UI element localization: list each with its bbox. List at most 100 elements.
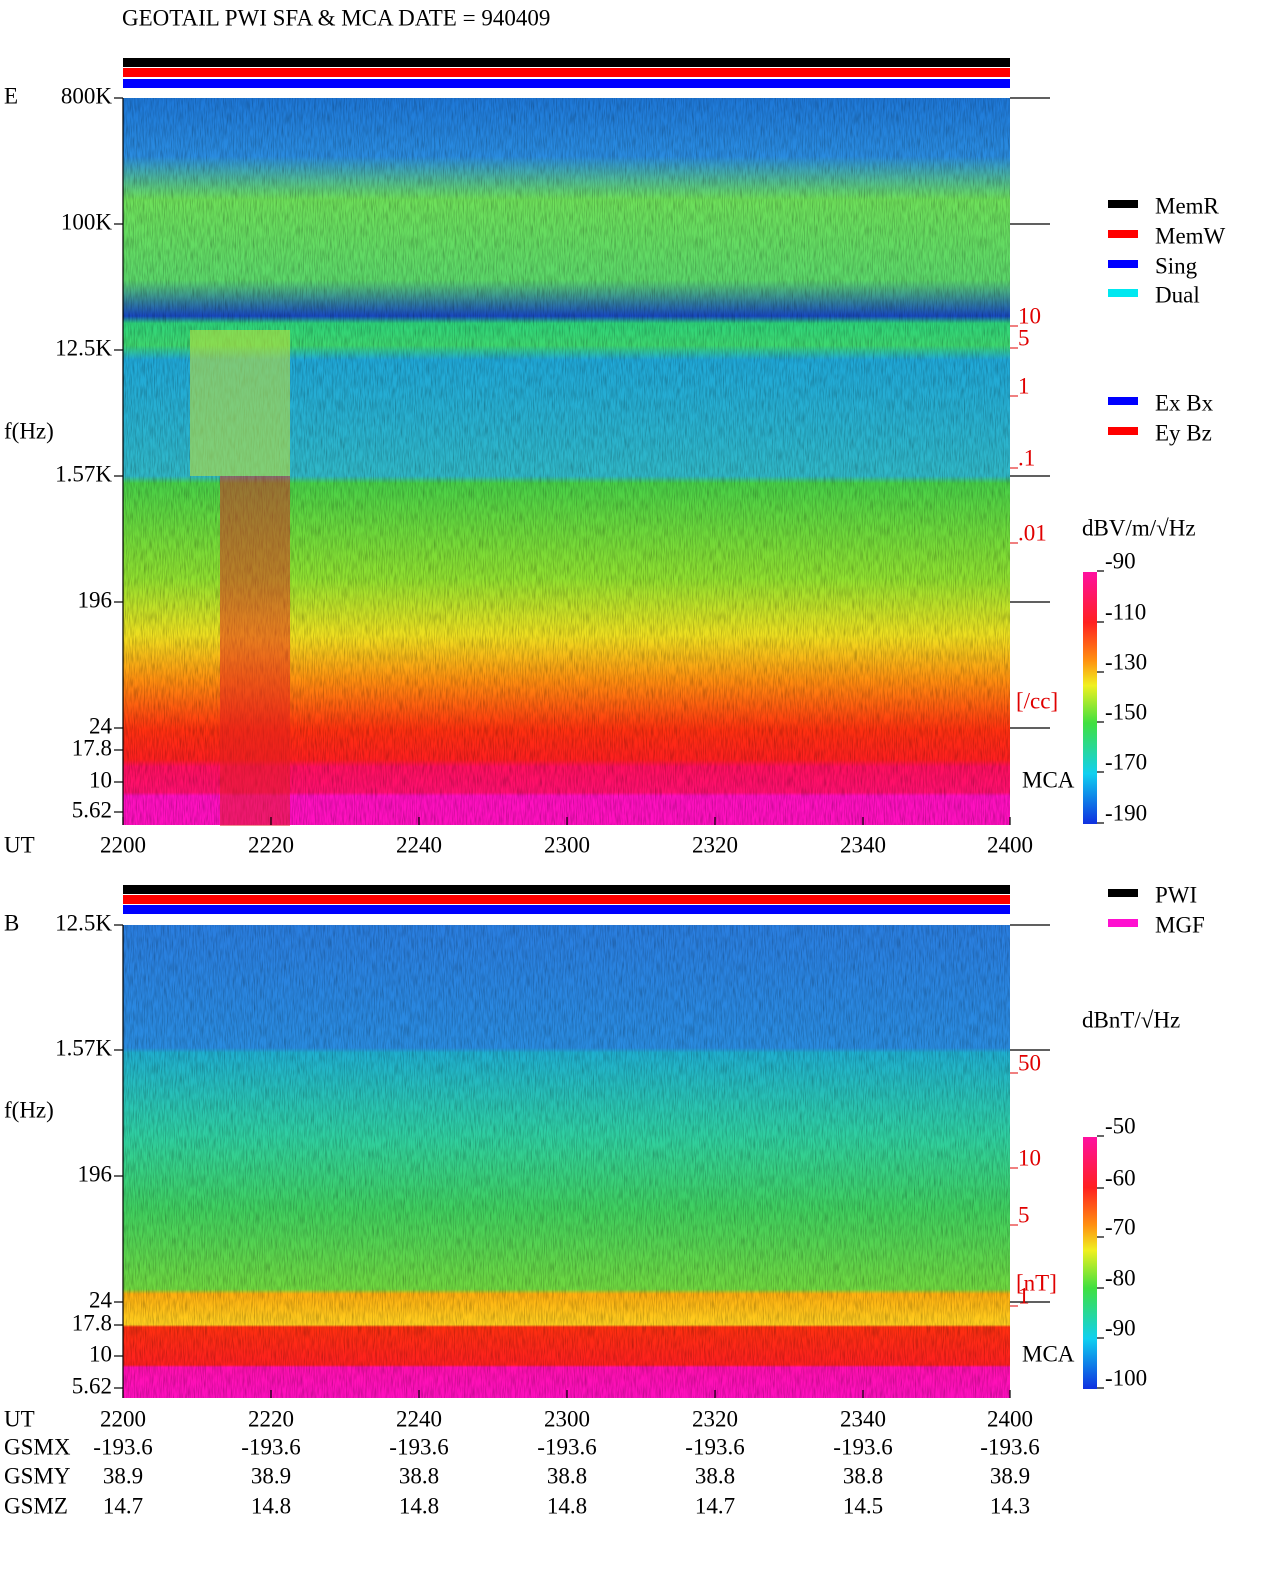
y-tick-label: 12.5K	[55, 335, 112, 360]
orbit-value: 38.8	[843, 1463, 883, 1488]
legend-swatch	[1108, 919, 1138, 927]
memr-bar	[123, 58, 1010, 67]
orbit-value: 38.9	[990, 1463, 1030, 1488]
y-tick-label: 12.5K	[55, 910, 112, 935]
bar	[123, 905, 1010, 914]
burst	[190, 330, 290, 476]
x-tick-label: 2220	[248, 1406, 294, 1431]
density-tick-label: 50	[1018, 1050, 1041, 1075]
y-tick-label: 10	[89, 767, 112, 792]
x-tick-label: 2200	[100, 1406, 146, 1431]
orbit-value: 14.8	[251, 1493, 291, 1518]
mca-label: MCA	[1022, 1341, 1075, 1366]
orbit-value: -193.6	[241, 1434, 300, 1459]
colorbar-tick-label: -80	[1105, 1265, 1136, 1290]
legend-swatch	[1108, 200, 1138, 208]
x-tick-label: 2320	[692, 832, 738, 857]
y-tick-label: 17.8	[72, 1310, 112, 1335]
y-tick-label: 24	[89, 713, 113, 738]
orbit-value: 14.7	[695, 1493, 735, 1518]
orbit-value: 38.9	[103, 1463, 143, 1488]
density-tick-label: 1	[1018, 1283, 1030, 1308]
colorbar-tick-label: -90	[1105, 548, 1136, 573]
colorbar-b	[1083, 1137, 1097, 1389]
x-tick-label: 2200	[100, 832, 146, 857]
orbit-value: -193.6	[389, 1434, 448, 1459]
legend-swatch	[1108, 889, 1138, 897]
legend-label: PWI	[1155, 882, 1197, 907]
spectrogram-b-texture	[123, 925, 1010, 1398]
legend-label: MemR	[1155, 193, 1220, 218]
orbit-value: -193.6	[537, 1434, 596, 1459]
orbit-value: -193.6	[980, 1434, 1039, 1459]
orbit-value: 38.9	[251, 1463, 291, 1488]
colorbar-tick-label: -50	[1105, 1113, 1136, 1138]
memw-bar	[123, 68, 1010, 77]
density-tick-label: 10	[1018, 1145, 1041, 1170]
density-unit: [/cc]	[1016, 688, 1058, 713]
bar	[123, 895, 1010, 904]
panel-label: E	[4, 83, 18, 108]
x-tick-label: 2220	[248, 832, 294, 857]
colorbar-tick-label: -170	[1105, 749, 1147, 774]
mca-label: MCA	[1022, 767, 1075, 792]
colorbar-tick-label: -60	[1105, 1165, 1136, 1190]
orbit-value: -193.6	[685, 1434, 744, 1459]
legend-label: Ex Bx	[1155, 390, 1214, 415]
x-tick-label: 2340	[840, 1406, 886, 1431]
orbit-value: 14.5	[843, 1493, 883, 1518]
y-tick-label: 800K	[61, 83, 113, 108]
legend-label: MemW	[1155, 223, 1226, 248]
density-tick-label: 1	[1018, 373, 1030, 398]
x-tick-label: 2240	[396, 832, 442, 857]
legend-label: Sing	[1155, 253, 1198, 278]
colorbar-tick-label: -70	[1105, 1214, 1136, 1239]
orbit-value: -193.6	[93, 1434, 152, 1459]
legend-swatch	[1108, 427, 1138, 435]
y-tick-label: 1.57K	[55, 461, 112, 486]
y-tick-label: 1.57K	[55, 1035, 112, 1060]
y-tick-label: 17.8	[72, 735, 112, 760]
colorbar-tick-label: -130	[1105, 649, 1147, 674]
x-axis-label: UT	[4, 832, 35, 857]
orbit-value: 38.8	[695, 1463, 735, 1488]
density-tick-label: .01	[1018, 520, 1047, 545]
orbit-label: GSMY	[4, 1463, 71, 1488]
legend-label: Ey Bz	[1155, 420, 1212, 445]
colorbar-tick-label: -100	[1105, 1365, 1147, 1390]
orbit-value: -193.6	[833, 1434, 892, 1459]
y-axis-label: f(Hz)	[4, 418, 54, 443]
x-tick-label: 2400	[987, 832, 1033, 857]
legend-swatch	[1108, 289, 1138, 297]
colorbar-tick-label: -150	[1105, 699, 1147, 724]
colorbar-tick-label: -90	[1105, 1315, 1136, 1340]
colorbar-e	[1083, 572, 1097, 824]
y-tick-label: 100K	[61, 209, 113, 234]
pwi-bar	[123, 885, 1010, 894]
x-tick-label: 2340	[840, 832, 886, 857]
x-axis-label: UT	[4, 1406, 35, 1431]
orbit-label: GSMZ	[4, 1493, 68, 1518]
density-tick-label: .1	[1018, 445, 1035, 470]
x-tick-label: 2300	[544, 1406, 590, 1431]
title: GEOTAIL PWI SFA & MCA DATE = 940409	[122, 5, 550, 30]
y-tick-label: 24	[89, 1287, 113, 1312]
colorbar-tick-label: -110	[1105, 599, 1146, 624]
colorbar-unit: dBnT/√Hz	[1082, 1007, 1180, 1032]
x-tick-label: 2300	[544, 832, 590, 857]
burst	[220, 476, 290, 826]
y-tick-label: 196	[78, 587, 113, 612]
legend-swatch	[1108, 230, 1138, 238]
density-unit: [nT]	[1016, 1270, 1057, 1295]
density-tick-label: 5	[1018, 325, 1030, 350]
y-tick-label: 5.62	[72, 797, 112, 822]
colorbar-tick-label: -190	[1105, 800, 1147, 825]
y-tick-label: 5.62	[72, 1373, 112, 1398]
orbit-value: 14.8	[547, 1493, 587, 1518]
legend-label: Dual	[1155, 282, 1200, 307]
y-tick-label: 196	[78, 1161, 113, 1186]
orbit-value: 38.8	[547, 1463, 587, 1488]
panel-label: B	[4, 910, 19, 935]
